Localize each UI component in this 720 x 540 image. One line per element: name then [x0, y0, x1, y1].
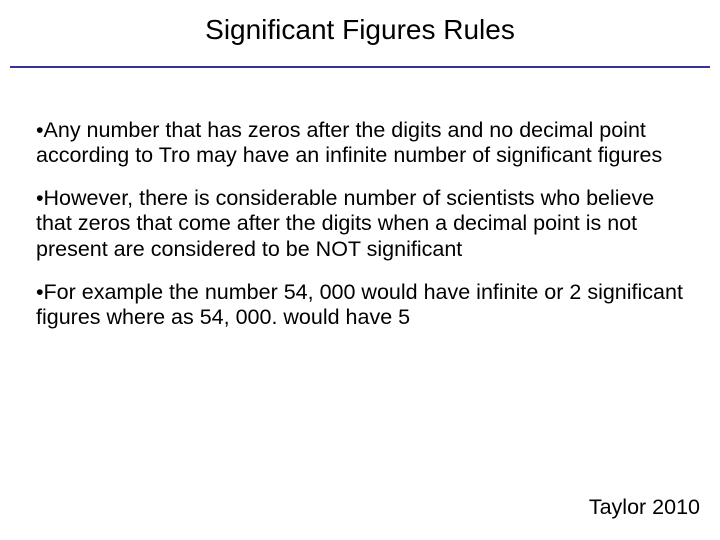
bullet-item: •For example the number 54, 000 would ha…: [36, 280, 686, 330]
bullet-item: •However, there is considerable number o…: [36, 186, 686, 261]
bullet-glyph: •: [36, 118, 44, 142]
slide: Significant Figures Rules •Any number th…: [0, 0, 720, 540]
bullet-glyph: •: [36, 280, 44, 304]
bullet-item: •Any number that has zeros after the dig…: [36, 118, 686, 168]
slide-body: •Any number that has zeros after the dig…: [36, 118, 686, 348]
bullet-text: Any number that has zeros after the digi…: [36, 118, 662, 167]
bullet-glyph: •: [36, 186, 44, 210]
slide-footer: Taylor 2010: [589, 495, 700, 520]
title-underline: [10, 66, 710, 68]
bullet-text: However, there is considerable number of…: [36, 186, 654, 260]
bullet-text: For example the number 54, 000 would hav…: [36, 280, 683, 329]
slide-title: Significant Figures Rules: [0, 14, 720, 46]
